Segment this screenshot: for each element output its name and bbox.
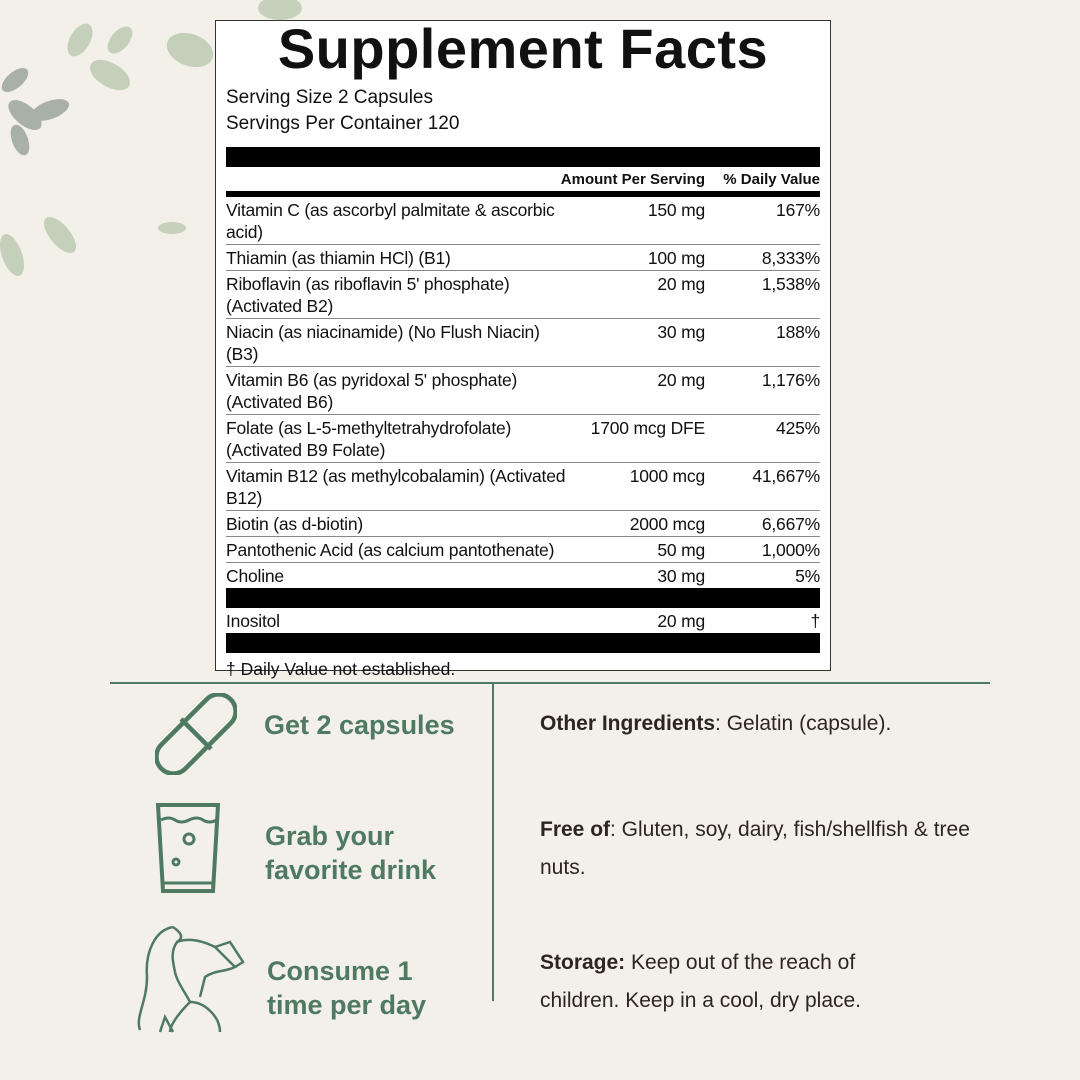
serving-size: Serving Size 2 Capsules [226, 87, 433, 108]
nutrient-dv: 41,667% [752, 466, 820, 486]
table-row: Vitamin B6 (as pyridoxal 5' phosphate) (… [226, 367, 820, 415]
nutrient-name: Choline [226, 566, 284, 586]
nutrient-dv: 1,538% [761, 274, 820, 294]
nutrient-dv: 5% [795, 566, 820, 586]
nutrient-amount: 20 mg [657, 274, 705, 294]
free-of: Free of: Gluten, soy, dairy, fish/shellf… [540, 811, 970, 887]
storage-label: Storage: [540, 951, 626, 974]
header-amount: Amount Per Serving [560, 170, 705, 188]
table-row: Riboflavin (as riboflavin 5' phosphate) … [226, 271, 820, 319]
nutrient-amount: 50 mg [657, 540, 705, 560]
step-1: Get 2 capsules [264, 708, 455, 742]
table-row: Folate (as L-5-methyltetrahydrofolate) (… [226, 415, 820, 463]
servings-per-container: Servings Per Container 120 [226, 113, 460, 134]
nutrient-amount: 20 mg [657, 611, 705, 631]
divider-horizontal [110, 682, 990, 684]
header-dv: % Daily Value [723, 170, 820, 188]
table-row: Biotin (as d-biotin) 2000 mcg 6,667% [226, 511, 820, 537]
nutrient-amount: 150 mg [647, 200, 705, 220]
nutrient-name: Vitamin B6 (as pyridoxal 5' phosphate) (… [226, 370, 518, 412]
divider-vertical [492, 683, 494, 1001]
nutrient-dv: 188% [776, 322, 820, 342]
nutrient-name: Pantothenic Acid (as calcium pantothenat… [226, 540, 555, 560]
table-row: Niacin (as niacinamide) (No Flush Niacin… [226, 319, 820, 367]
divider-bar [226, 633, 820, 653]
nutrient-amount: 2000 mcg [629, 514, 705, 534]
other-ingredients: Other Ingredients: Gelatin (capsule). [540, 705, 980, 743]
nutrient-dv: 8,333% [761, 248, 820, 268]
leaves-decoration [0, 0, 302, 276]
step-text: Grab your [265, 821, 395, 851]
table-row: Pantothenic Acid (as calcium pantothenat… [226, 537, 820, 563]
step-text: Get 2 capsules [264, 710, 455, 740]
serving-info: Serving Size 2 Capsules Servings Per Con… [226, 85, 820, 137]
capsule-icon [155, 693, 237, 775]
nutrient-dv: 1,000% [761, 540, 820, 560]
glass-icon [155, 803, 221, 893]
free-of-label: Free of [540, 818, 611, 841]
storage: Storage: Keep out of the reach of childr… [540, 944, 920, 1020]
nutrient-name: Inositol [226, 611, 280, 631]
nutrient-amount: 100 mg [647, 248, 705, 268]
divider-bar [226, 588, 820, 608]
storage-text: Keep out of the reach of children. Keep … [540, 951, 862, 1012]
supplement-facts-label: Supplement Facts Serving Size 2 Capsules… [215, 17, 831, 679]
nutrient-name: Vitamin B12 (as methylcobalamin) (Activa… [226, 466, 566, 508]
nutrient-amount: 20 mg [657, 370, 705, 390]
woman-drinking-icon [137, 925, 245, 1033]
step-text: favorite drink [265, 855, 437, 885]
nutrient-name: Biotin (as d-biotin) [226, 514, 364, 534]
nutrient-name: Riboflavin (as riboflavin 5' phosphate) … [226, 274, 510, 316]
nutrient-name: Niacin (as niacinamide) (No Flush Niacin… [226, 322, 540, 364]
nutrient-dv: 167% [776, 200, 820, 220]
nutrient-amount: 1700 mcg DFE [590, 418, 706, 438]
table-row: Vitamin B12 (as methylcobalamin) (Activa… [226, 463, 820, 511]
step-2: Grab your favorite drink [265, 819, 436, 887]
table-row: Choline 30 mg 5% [226, 563, 820, 588]
table-row: Thiamin (as thiamin HCl) (B1) 100 mg 8,333… [226, 245, 820, 271]
nutrient-rows: Vitamin C (as ascorbyl palmitate & ascor… [226, 197, 820, 588]
step-text: time per day [267, 990, 427, 1020]
nutrient-dv: 6,667% [761, 514, 820, 534]
label-title: Supplement Facts [277, 17, 769, 80]
other-ingredients-text: : Gelatin (capsule). [715, 712, 892, 735]
nutrient-name: Folate (as L-5-methyltetrahydrofolate) (… [226, 418, 512, 460]
free-of-text: : Gluten, soy, dairy, fish/shellfish & t… [540, 818, 970, 879]
nutrient-name: Thiamin (as thiamin HCl) (B1) [226, 248, 451, 268]
table-row: Vitamin C (as ascorbyl palmitate & ascor… [226, 197, 820, 245]
step-text: Consume 1 [267, 956, 413, 986]
nutrient-dv: 1,176% [761, 370, 820, 390]
nutrient-name: Vitamin C (as ascorbyl palmitate & ascor… [226, 200, 555, 242]
other-ingredients-label: Other Ingredients [540, 712, 716, 735]
nutrient-amount: 30 mg [657, 566, 705, 586]
step-3: Consume 1 time per day [267, 954, 426, 1022]
nutrient-amount: 1000 mcg [629, 466, 705, 486]
nutrient-dv: † [810, 611, 820, 631]
footnote: † Daily Value not established. [226, 659, 456, 679]
nutrient-dv: 425% [776, 418, 820, 438]
table-header: Amount Per Serving % Daily Value [226, 167, 820, 197]
divider-bar [226, 147, 820, 167]
nutrient-amount: 30 mg [657, 322, 705, 342]
table-row: Inositol 20 mg † [226, 608, 820, 633]
